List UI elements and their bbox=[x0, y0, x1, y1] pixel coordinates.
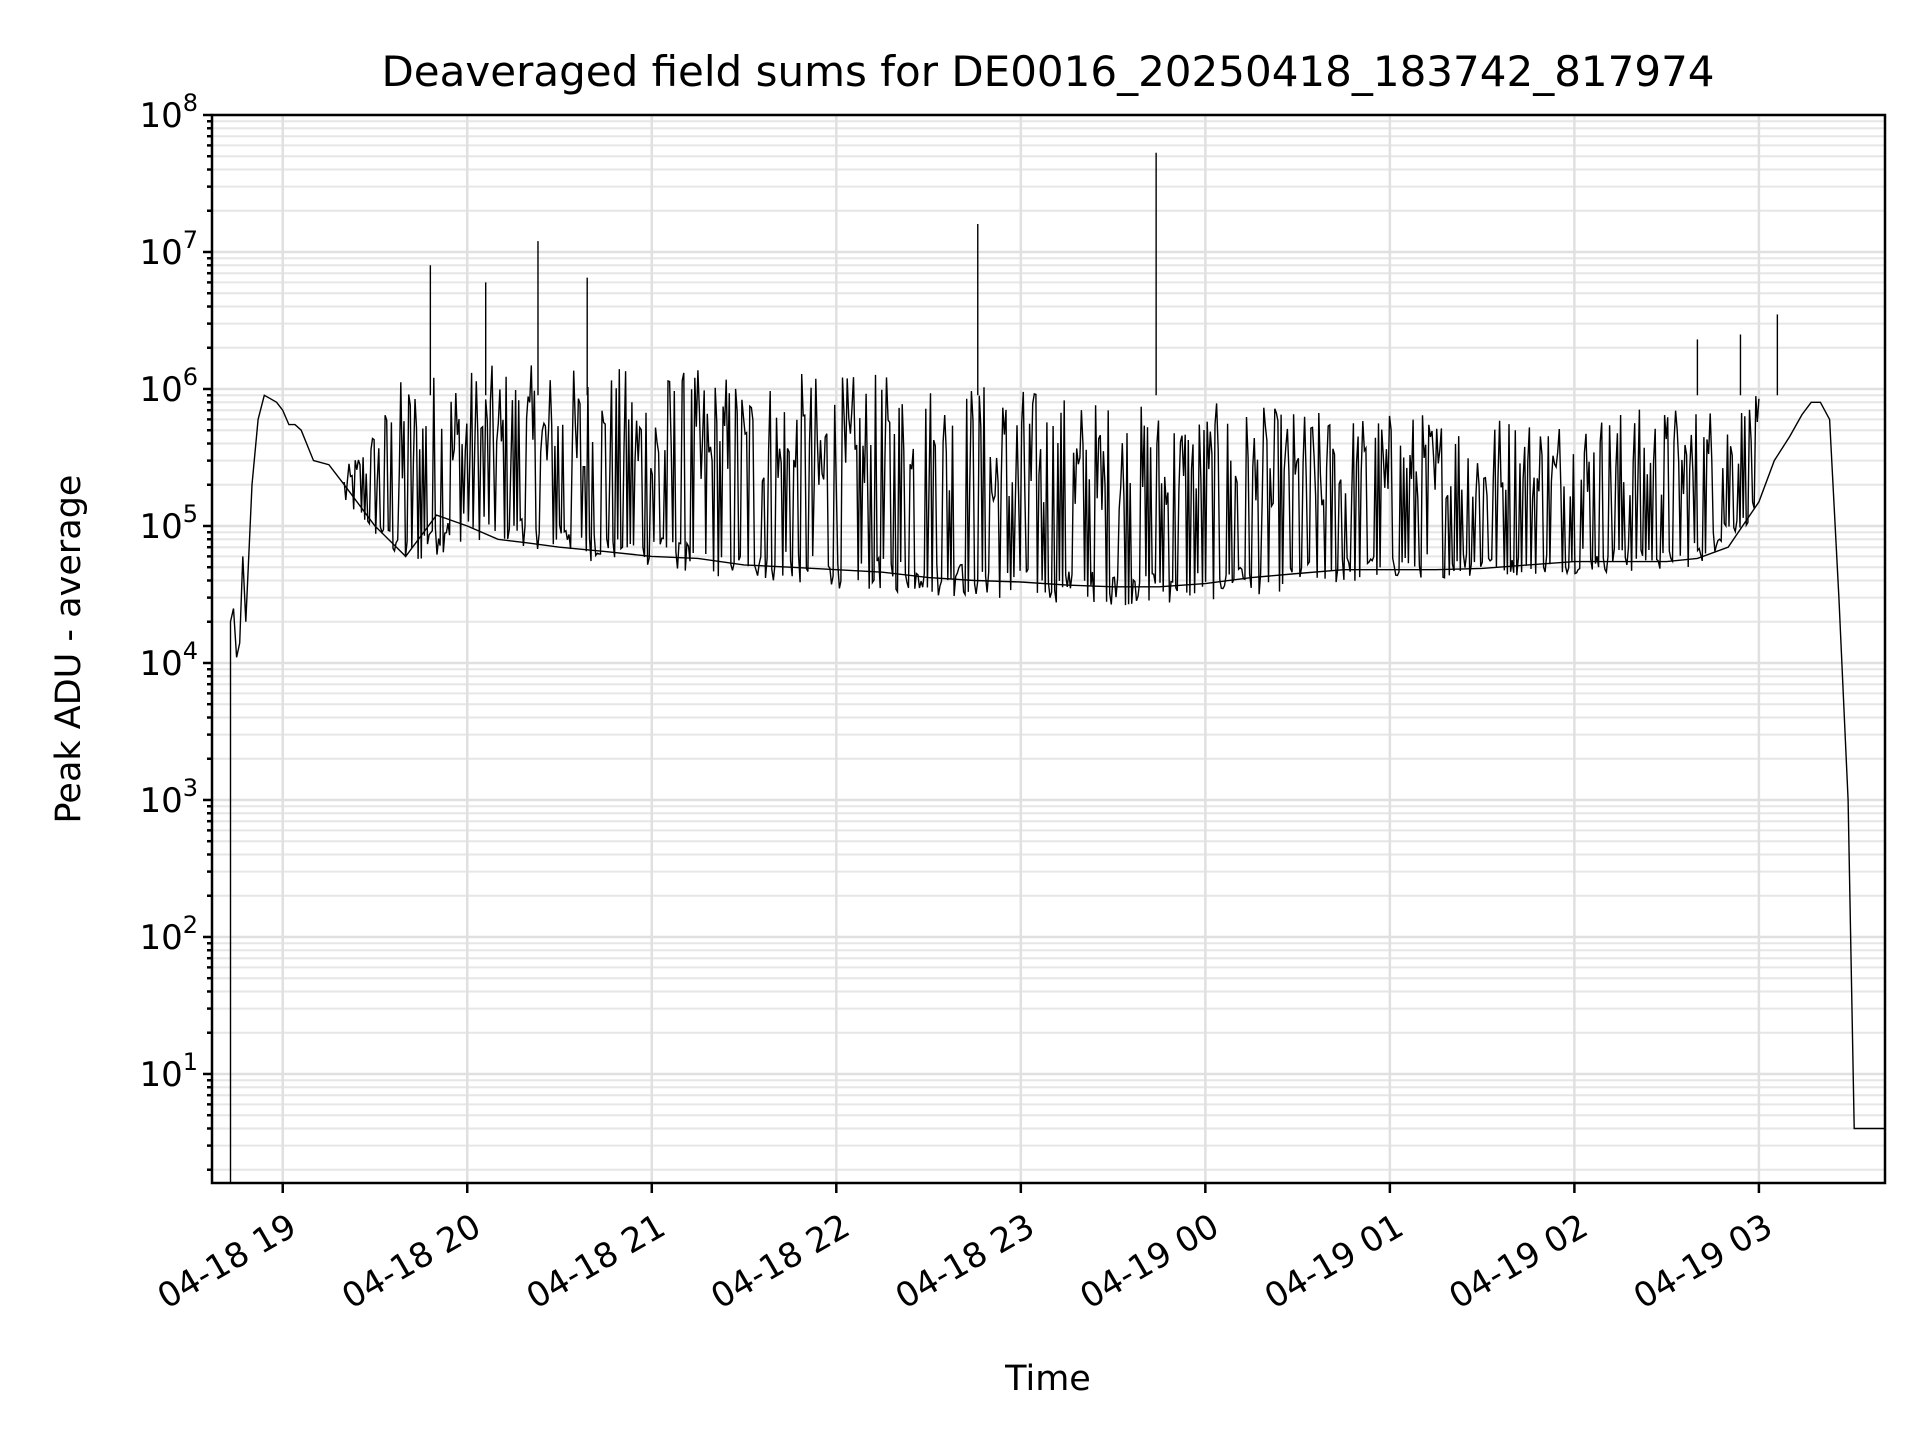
chart-title: Deaveraged field sums for DE0016_2025041… bbox=[381, 47, 1714, 96]
y-tick-label: 102 bbox=[139, 911, 198, 958]
y-tick-label: 107 bbox=[139, 226, 198, 273]
plot-frame bbox=[210, 113, 1887, 1185]
y-tick-label: 108 bbox=[139, 89, 198, 136]
y-tick-label: 101 bbox=[139, 1048, 198, 1095]
y-axis-ticks: 101 102 103 104 105 106 107 108 bbox=[139, 89, 212, 1171]
y-tick-label: 106 bbox=[139, 363, 198, 410]
series-layer bbox=[229, 152, 1885, 1183]
x-axis-label: Time bbox=[1004, 1359, 1091, 1399]
y-axis-label: Peak ADU - average bbox=[49, 475, 89, 824]
y-tick-label: 104 bbox=[139, 637, 198, 684]
minor-gridlines bbox=[212, 120, 1885, 1171]
y-tick-label: 103 bbox=[139, 774, 198, 821]
noise-band-line bbox=[343, 365, 1760, 606]
series-line bbox=[229, 394, 1885, 1183]
y-tick-label: 105 bbox=[139, 500, 198, 547]
